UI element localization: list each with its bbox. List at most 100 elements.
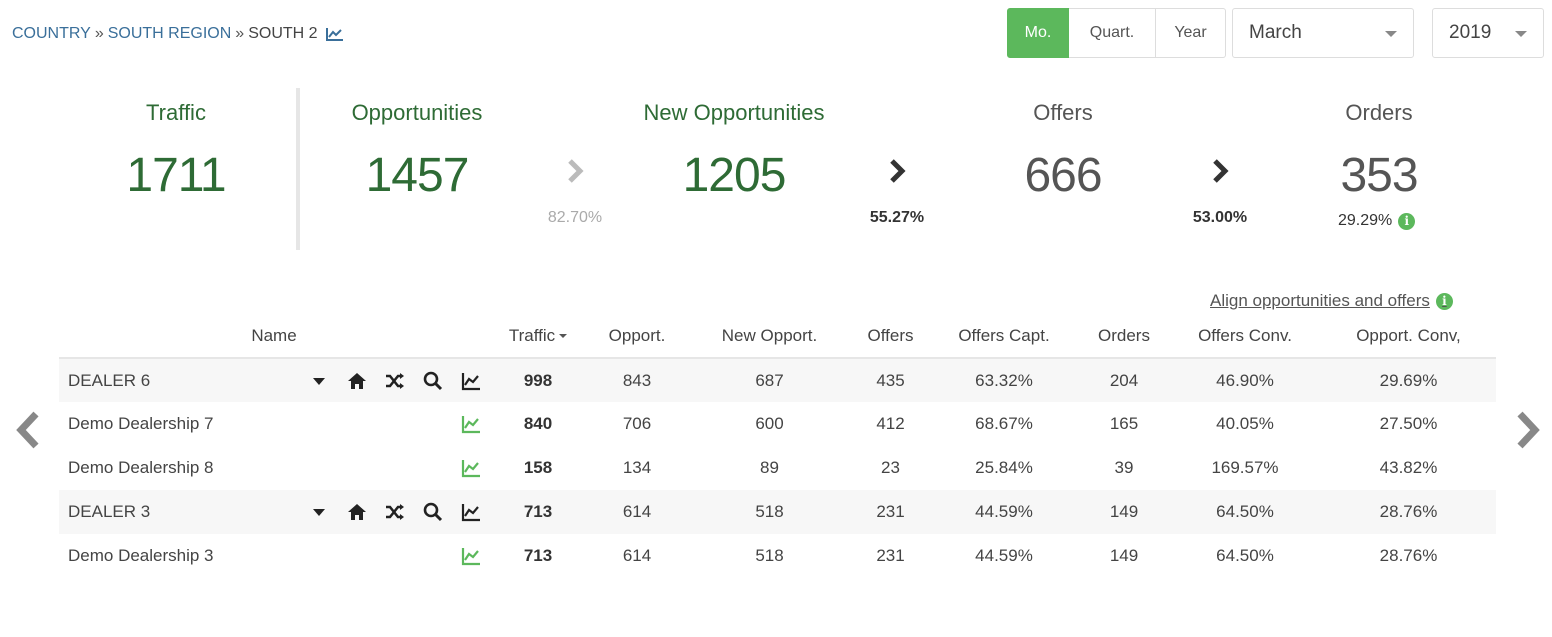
cell-new-opport: 600 [755,414,784,433]
breadcrumb: COUNTRY » SOUTH REGION » SOUTH 2 [12,25,344,43]
column-header-offers[interactable]: Offers [852,314,929,359]
cell-opport: 843 [587,358,687,402]
cell-opport-conv: 29.69% [1321,358,1496,402]
month-select[interactable]: March [1232,8,1414,58]
breadcrumb-country[interactable]: COUNTRY [12,25,91,42]
year-period-button[interactable]: Year [1156,8,1226,58]
column-header-traffic[interactable]: Traffic [489,314,587,359]
conversion-opportunities-new: 82.70% [547,209,603,226]
table-row[interactable]: DEALER 6 998 843 687 435 63.32% 204 46.90% 29.6… [59,358,1496,402]
kpi-orders-label: Orders [1345,100,1413,125]
line-chart-icon[interactable] [325,27,344,41]
cell-opport-conv: 28.76% [1379,546,1438,565]
cell-orders: 149 [1079,490,1169,534]
conversion-offers-orders: 53.00% [1192,209,1248,226]
column-header-opport-conv[interactable]: Opport. Conv, [1321,314,1496,359]
line-chart-icon[interactable] [461,371,481,391]
kpi-opportunities-value: 1457 [365,149,470,202]
cell-traffic: 713 [489,490,587,534]
kpi-new-opportunities-label: New Opportunities [643,100,825,125]
cell-offers-capt: 68.67% [975,414,1033,433]
column-header-offers-conv[interactable]: Offers Conv. [1169,314,1321,359]
home-icon[interactable] [347,502,367,522]
cell-offers: 412 [876,414,905,433]
conversion-orders: 29.29% i [1338,212,1416,230]
conversion-orders-value: 29.29% [1338,212,1393,229]
month-select-value: March [1249,22,1302,43]
line-chart-icon[interactable] [461,414,481,434]
month-period-button[interactable]: Mo. [1007,8,1069,58]
caret-down-icon[interactable] [309,371,329,391]
row-name-cell: Demo Dealership 8 [59,446,489,490]
cell-offers: 23 [881,458,900,477]
cell-offers-capt: 44.59% [929,490,1079,534]
cell-traffic: 840 [523,414,553,433]
line-chart-icon[interactable] [461,458,481,478]
cell-opport: 706 [622,414,652,433]
info-icon[interactable]: i [1398,212,1416,230]
cell-offers-conv: 46.90% [1169,358,1321,402]
column-header-new-opport[interactable]: New Opport. [687,314,852,359]
cell-new-opport: 518 [687,490,852,534]
kpi-offers-value: 666 [1024,149,1102,202]
line-chart-icon[interactable] [461,502,481,522]
table-row[interactable]: Demo Dealership 3 713 614 518 231 44.59% 149 6… [59,534,1496,578]
caret-down-icon[interactable] [309,502,329,522]
column-header-offers-capt[interactable]: Offers Capt. [929,314,1079,359]
cell-offers: 231 [852,490,929,534]
cell-new-opport: 89 [760,458,779,477]
breadcrumb-current: SOUTH 2 [248,25,318,42]
cell-traffic: 158 [523,458,553,477]
table-header-row: Name Traffic Opport. New Opport. Offers … [59,314,1496,359]
cell-new-opport: 687 [687,358,852,402]
table-row[interactable]: DEALER 3 713 614 518 231 44.59% 149 64.50% 28.7… [59,490,1496,534]
breadcrumb-region[interactable]: SOUTH REGION [107,25,232,42]
shuffle-icon[interactable] [385,371,405,391]
cell-traffic: 998 [489,358,587,402]
dealer-table: Name Traffic Opport. New Opport. Offers … [59,314,1496,578]
info-icon[interactable]: i [1435,292,1453,310]
cell-offers-conv: 169.57% [1211,458,1279,477]
row-name[interactable]: Demo Dealership 7 [68,414,214,433]
home-icon[interactable] [347,371,367,391]
quarter-period-button[interactable]: Quart. [1069,8,1156,58]
align-opportunities-link[interactable]: Align opportunities and offers i [1210,291,1453,311]
row-name-cell: Demo Dealership 7 [59,402,489,446]
cell-offers-capt: 44.59% [975,546,1033,565]
year-select[interactable]: 2019 [1432,8,1544,58]
cell-opport-conv: 43.82% [1379,458,1438,477]
table-row[interactable]: Demo Dealership 7 840 706 600 412 68.67% 165 4… [59,402,1496,446]
row-name[interactable]: DEALER 3 [68,502,151,521]
next-arrow-icon[interactable] [1514,410,1542,450]
row-name[interactable]: DEALER 6 [68,370,151,390]
row-name-cell: DEALER 3 [59,490,489,534]
cell-traffic: 713 [523,546,553,565]
column-header-orders[interactable]: Orders [1079,314,1169,359]
kpi-divider [296,88,300,250]
kpi-traffic-value: 1711 [126,149,226,202]
row-name[interactable]: Demo Dealership 8 [68,458,214,477]
previous-arrow-icon[interactable] [14,410,42,450]
row-name-cell: DEALER 6 [59,358,489,402]
table-row[interactable]: Demo Dealership 8 158 134 89 23 25.84% 39 169.… [59,446,1496,490]
row-name[interactable]: Demo Dealership 3 [68,546,214,565]
column-header-name[interactable]: Name [59,314,489,359]
line-chart-icon[interactable] [461,546,481,566]
cell-opport: 614 [587,490,687,534]
search-icon[interactable] [423,502,443,522]
cell-opport: 134 [622,458,652,477]
cell-offers-conv: 64.50% [1169,490,1321,534]
kpi-opportunities-label: Opportunities [351,100,483,125]
breadcrumb-separator: » [94,25,104,42]
cell-offers-conv: 64.50% [1216,546,1274,565]
kpi-traffic-label: Traffic [146,100,206,125]
shuffle-icon[interactable] [385,502,405,522]
sort-down-icon [559,334,568,339]
cell-orders: 149 [1109,546,1139,565]
search-icon[interactable] [423,371,443,391]
cell-offers: 435 [852,358,929,402]
column-header-opport[interactable]: Opport. [587,314,687,359]
cell-orders: 204 [1079,358,1169,402]
chevron-right-icon [1213,159,1229,183]
cell-orders: 39 [1114,458,1134,477]
